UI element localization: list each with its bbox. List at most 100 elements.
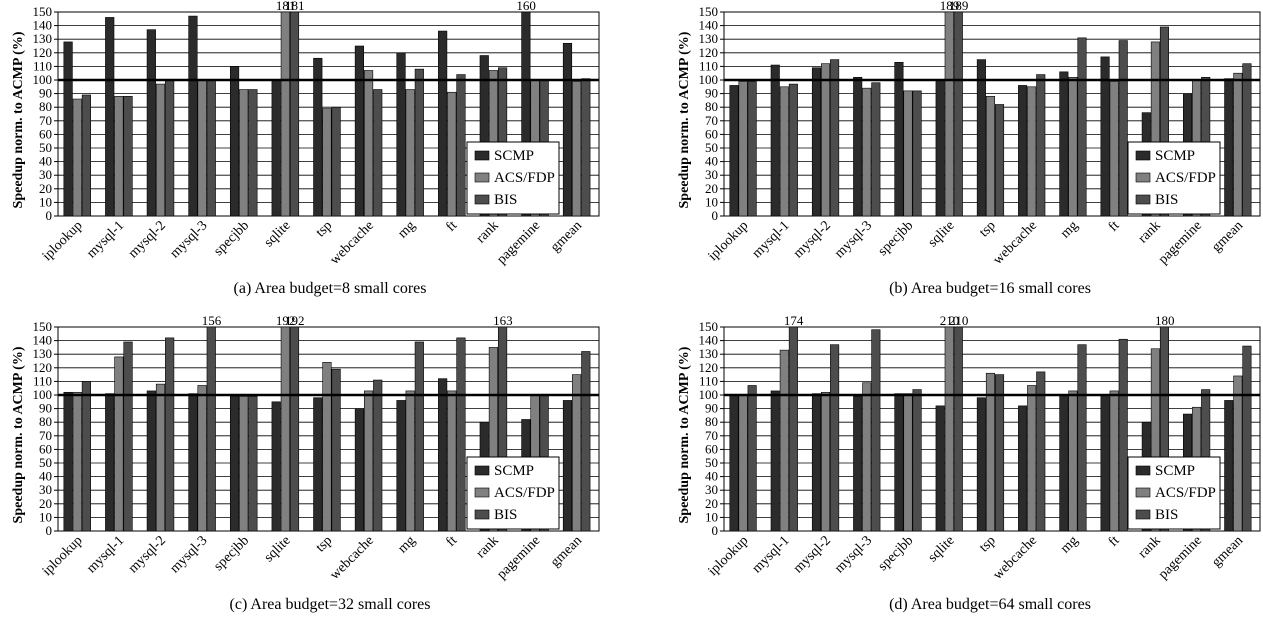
y-tick-label: 90 (705, 86, 718, 101)
bar-ft-bis (1118, 40, 1128, 217)
bar-mysql-2-acs-fdp (155, 83, 166, 217)
bar-mysql-1-scmp (105, 17, 115, 217)
bar-specjbb-bis (912, 90, 922, 217)
bar-tsp-scmp (313, 57, 323, 217)
y-tick-label: 120 (699, 360, 719, 375)
bar-mysql-3-scmp (188, 393, 198, 532)
bar-webcache-acs-fdp (363, 390, 374, 532)
legend-swatch (1135, 465, 1151, 476)
bar-rank-bis (1159, 326, 1169, 532)
x-tick-label: specjbb (211, 533, 252, 574)
x-tick-label: pagemine (494, 218, 543, 267)
y-tick-label: 100 (699, 387, 719, 402)
y-tick-label: 120 (699, 45, 719, 60)
x-tick-label: specjbb (876, 218, 917, 259)
x-tick-label: mysql-3 (832, 533, 875, 576)
bar-mg-acs-fdp (1068, 76, 1078, 217)
legend-label: ACS/FDP (1155, 485, 1216, 501)
y-tick-label: 10 (39, 194, 52, 209)
bar-specjbb-acs-fdp (903, 393, 913, 532)
bar-ft-acs-fdp (447, 390, 457, 532)
bar-specjbb-scmp (894, 393, 904, 532)
legend-label: ACS/FDP (494, 485, 555, 501)
y-tick-label: 30 (705, 167, 718, 182)
bar-iplookup-acs-fdp (72, 391, 82, 532)
bar-mysql-3-scmp (853, 76, 863, 217)
bar-gmean-bis (581, 351, 591, 532)
y-tick-label: 80 (39, 99, 52, 114)
legend-swatch (1135, 150, 1151, 161)
bar-iplookup-acs-fdp (738, 81, 748, 217)
bar-gmean-acs-fdp (572, 81, 582, 217)
bar-specjbb-bis (248, 89, 258, 217)
bar-gmean-scmp (562, 42, 573, 217)
bar-iplookup-scmp (63, 41, 73, 217)
bar-mysql-1-acs-fdp (779, 349, 789, 532)
legend-label: ACS/FDP (494, 170, 555, 186)
bar-gmean-bis (581, 78, 591, 217)
bar-webcache-scmp (1018, 85, 1028, 217)
bar-specjbb-acs-fdp (903, 90, 913, 217)
x-tick-label: tsp (313, 218, 335, 240)
legend-swatch (474, 487, 490, 498)
y-tick-label: 0 (712, 208, 719, 223)
bar-mg-scmp (396, 52, 406, 217)
x-tick-label: sqlite (262, 218, 294, 250)
y-tick-label: 80 (705, 414, 718, 429)
bar-value-label: 180 (1155, 313, 1175, 328)
x-tick-label: webcache (327, 218, 377, 268)
bar-sqlite-acs-fdp (944, 11, 954, 217)
bar-mysql-3-acs-fdp (197, 79, 207, 217)
bar-specjbb-scmp (229, 396, 240, 532)
x-tick-label: ft (444, 218, 461, 235)
x-tick-label: gmean (548, 533, 585, 570)
x-tick-label: mysql-2 (791, 533, 834, 576)
x-tick-label: iplookup (40, 218, 86, 264)
bar-iplookup-bis (81, 94, 91, 217)
bar-tsp-bis (331, 106, 341, 217)
x-tick-label: iplookup (706, 533, 752, 579)
bar-mysql-2-scmp (811, 67, 822, 217)
x-tick-label: ft (444, 533, 461, 550)
bar-ft-acs-fdp (1109, 81, 1119, 217)
bar-pagemine-scmp (521, 11, 531, 217)
bar-value-label: 189 (940, 0, 960, 13)
legend-label: BIS (1155, 192, 1178, 208)
bar-sqlite-acs-fdp (280, 11, 290, 217)
bar-tsp-acs-fdp (322, 108, 332, 217)
x-tick-label: ft (1106, 533, 1123, 550)
bar-sqlite-scmp (935, 405, 945, 532)
x-tick-label: mysql-3 (167, 533, 210, 576)
bar-sqlite-scmp (271, 401, 281, 532)
bar-tsp-scmp (976, 397, 986, 532)
bar-sqlite-acs-fdp (944, 326, 954, 532)
bar-mysql-2-scmp (811, 393, 822, 532)
bar-sqlite-bis (289, 326, 300, 532)
x-tick-label: sqlite (262, 533, 294, 565)
x-tick-label: rank (474, 218, 502, 246)
legend-label: BIS (1155, 507, 1178, 523)
bar-rank-acs-fdp (1150, 348, 1160, 532)
y-tick-label: 130 (33, 31, 53, 46)
y-tick-label: 140 (33, 333, 53, 348)
bar-webcache-bis (1036, 74, 1046, 217)
y-tick-label: 40 (39, 469, 52, 484)
bar-tsp-scmp (313, 397, 323, 532)
bar-mysql-1-scmp (105, 393, 115, 532)
y-tick-label: 20 (39, 181, 52, 196)
y-tick-label: 100 (33, 387, 53, 402)
x-tick-label: specjbb (211, 218, 252, 259)
y-tick-label: 140 (33, 18, 53, 33)
x-tick-label: mysql-3 (832, 218, 875, 261)
y-tick-label: 130 (699, 31, 719, 46)
bar-rank-scmp (479, 55, 489, 217)
bar-ft-scmp (1100, 56, 1110, 217)
bar-mysql-2-acs-fdp (821, 391, 831, 532)
bar-mysql-3-scmp (188, 15, 198, 217)
x-tick-label: rank (1136, 218, 1164, 246)
bar-ft-bis (456, 337, 466, 532)
